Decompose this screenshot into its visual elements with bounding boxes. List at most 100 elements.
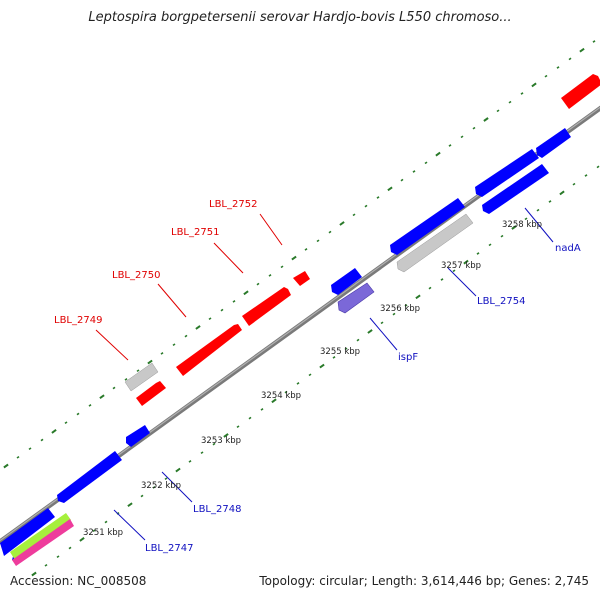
outer-tick bbox=[160, 352, 164, 355]
outer-tick bbox=[64, 421, 68, 425]
label-lbl-2752[interactable]: LBL_2752 bbox=[209, 199, 257, 210]
label-lbl-2750[interactable]: LBL_2750 bbox=[112, 270, 160, 281]
length-label: Length: bbox=[371, 574, 418, 588]
inner-tick bbox=[344, 347, 348, 351]
separator: ; bbox=[363, 574, 372, 588]
inner-tick bbox=[236, 425, 240, 429]
label-lbl-2754[interactable]: LBL_2754 bbox=[477, 296, 525, 307]
scale-label-3258: 3258 kbp bbox=[502, 220, 542, 230]
genes-label: Genes: bbox=[508, 574, 551, 588]
rna-green[interactable] bbox=[10, 513, 71, 560]
gene-lbl-2749-pseudo[interactable] bbox=[124, 362, 159, 392]
inner-tick bbox=[284, 390, 288, 394]
inner-tick bbox=[271, 398, 277, 404]
inner-tick bbox=[572, 182, 576, 186]
inner-tick bbox=[92, 529, 96, 533]
inner-tick bbox=[584, 174, 588, 177]
inner-tick bbox=[559, 190, 565, 196]
outer-tick bbox=[316, 239, 320, 243]
outer-tick bbox=[328, 230, 332, 234]
gene-lbl-2747-a[interactable] bbox=[0, 508, 55, 556]
outer-tick bbox=[364, 204, 368, 208]
outer-tick bbox=[556, 66, 560, 69]
gene-lbl-2754[interactable] bbox=[396, 213, 474, 273]
outer-tick bbox=[208, 317, 212, 321]
outer-tick bbox=[304, 248, 308, 251]
inner-tick bbox=[152, 486, 156, 489]
inner-tick bbox=[164, 477, 168, 481]
outer-tick bbox=[579, 47, 585, 53]
length-value: 3,614,446 bp bbox=[420, 574, 501, 588]
gene-ispF[interactable] bbox=[337, 282, 375, 314]
inner-tick bbox=[56, 555, 60, 559]
inner-tick bbox=[367, 329, 373, 334]
outer-tick bbox=[448, 144, 452, 147]
label-lbl-2748[interactable]: LBL_2748 bbox=[193, 504, 241, 515]
scale-label-3253: 3253 kbp bbox=[201, 436, 241, 446]
genes-value: 2,745 bbox=[554, 574, 589, 588]
outer-tick bbox=[412, 170, 416, 173]
outer-tick bbox=[268, 274, 272, 277]
accession-value: NC_008508 bbox=[77, 574, 147, 588]
label-lbl-2747[interactable]: LBL_2747 bbox=[145, 543, 193, 554]
gene-blue-mid[interactable] bbox=[390, 198, 465, 255]
gene-lbl-2750[interactable] bbox=[176, 324, 242, 376]
outer-tick bbox=[568, 57, 572, 61]
outer-tick bbox=[339, 221, 345, 226]
label-lbl-2749[interactable]: LBL_2749 bbox=[54, 315, 102, 326]
inner-tick bbox=[476, 252, 480, 255]
outer-tick bbox=[280, 265, 284, 269]
label-nadA[interactable]: nadA bbox=[555, 243, 581, 254]
inner-tick bbox=[415, 294, 421, 300]
outer-tick bbox=[88, 404, 92, 407]
inner-tick bbox=[104, 520, 108, 524]
inner-tick bbox=[463, 259, 469, 265]
label-lbl-2751[interactable]: LBL_2751 bbox=[171, 227, 219, 238]
forward-gene-labels: LBL_2749 LBL_2750 LBL_2751 LBL_2752 bbox=[54, 199, 257, 326]
inner-tick bbox=[536, 208, 540, 212]
outer-tick bbox=[352, 213, 356, 217]
outer-tick bbox=[256, 282, 260, 286]
scale-label-3256: 3256 kbp bbox=[380, 304, 420, 314]
outer-tick bbox=[544, 74, 548, 78]
outer-tick bbox=[112, 386, 116, 390]
accession-info: Accession: NC_008508 bbox=[10, 574, 146, 588]
outer-tick bbox=[195, 325, 201, 330]
inner-tick bbox=[596, 165, 600, 169]
outer-tick bbox=[51, 428, 57, 434]
scale-label-3251: 3251 kbp bbox=[83, 528, 123, 538]
outer-tick bbox=[496, 109, 500, 113]
inner-tick bbox=[127, 502, 133, 508]
inner-tick bbox=[260, 408, 264, 411]
gene-lbl-2749[interactable] bbox=[136, 381, 166, 406]
outer-tick bbox=[400, 178, 404, 182]
outer-tick bbox=[460, 135, 464, 139]
gene-blue-upper-a[interactable] bbox=[475, 149, 539, 197]
label-ispF[interactable]: ispF bbox=[398, 352, 418, 363]
inner-tick bbox=[440, 278, 444, 281]
scale-label-3257: 3257 kbp bbox=[441, 261, 481, 271]
gene-blue-upper-b[interactable] bbox=[536, 128, 571, 158]
accession-label: Accession: bbox=[10, 574, 74, 588]
outer-tick bbox=[232, 300, 236, 303]
gene-red-right[interactable] bbox=[561, 74, 600, 109]
outer-tick bbox=[472, 126, 476, 130]
topology-value: circular bbox=[319, 574, 364, 588]
outer-tick bbox=[28, 447, 32, 451]
rna-pink[interactable] bbox=[12, 519, 74, 566]
gene-blue-small[interactable] bbox=[126, 425, 150, 447]
gene-nadA[interactable] bbox=[482, 164, 549, 214]
gene-lbl-2748[interactable] bbox=[57, 451, 122, 503]
inner-tick bbox=[31, 571, 37, 577]
forward-label-connectors bbox=[95, 213, 283, 361]
inner-tick bbox=[428, 286, 432, 290]
reverse-label-connectors bbox=[113, 207, 554, 541]
outer-tick bbox=[291, 255, 297, 261]
gene-ispF-a[interactable] bbox=[331, 268, 362, 295]
outer-tick bbox=[435, 151, 441, 157]
scale-labels: 3251 kbp 3252 kbp 3253 kbp 3254 kbp 3255… bbox=[83, 220, 542, 538]
outer-tick bbox=[99, 394, 105, 400]
gene-lbl-2752[interactable] bbox=[293, 271, 310, 286]
gene-lbl-2751[interactable] bbox=[242, 287, 291, 326]
